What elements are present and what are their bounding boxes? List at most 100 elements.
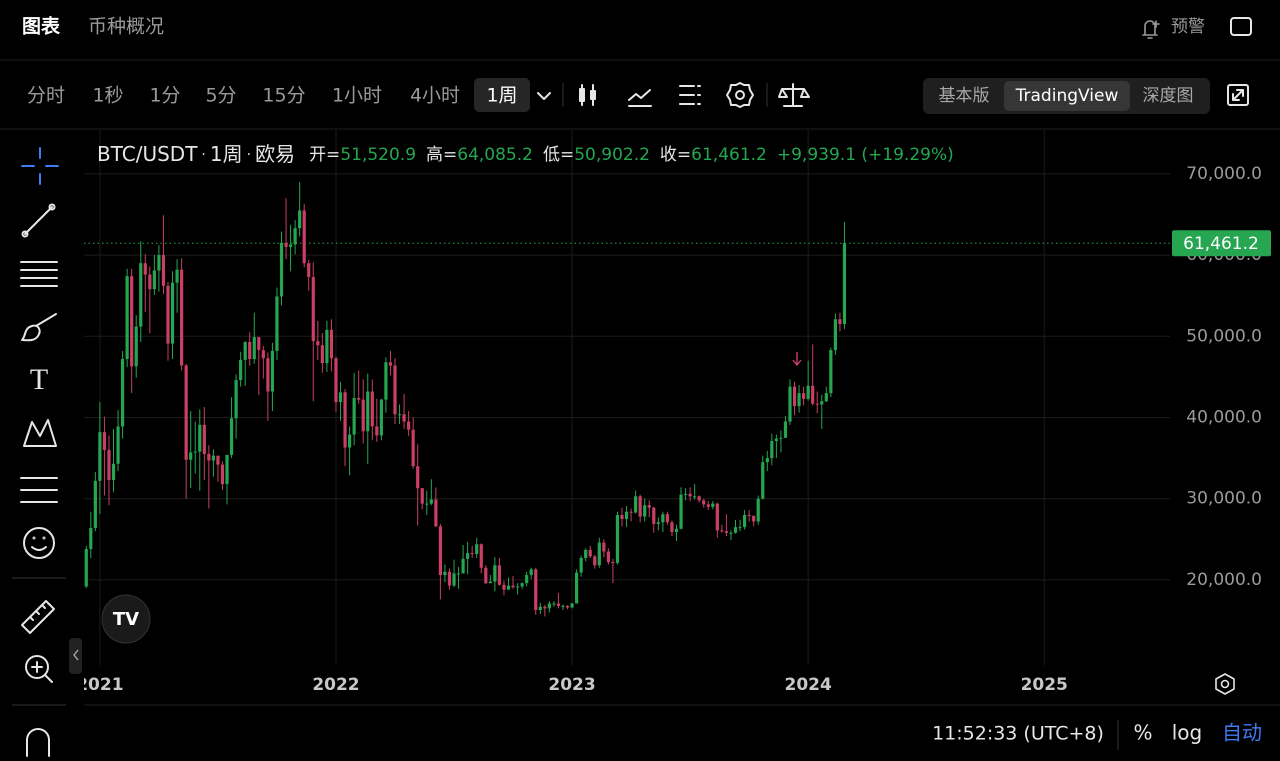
candle-body [466,553,470,559]
magnet-tool[interactable] [26,728,50,757]
chevron[interactable] [537,92,551,100]
candle-body [379,399,383,436]
candle-body [139,263,143,327]
candle-body [842,243,847,324]
timeframe-button[interactable]: 5分 [205,85,236,107]
legend-dot: · [247,147,251,163]
candle-body [715,503,719,531]
candle-body [634,496,638,513]
window-icon[interactable] [1230,17,1252,36]
view-button[interactable]: 深度图 [1143,86,1194,106]
candle-body [556,603,561,606]
tab[interactable]: 币种概况 [88,16,164,38]
legend-low-label: 低= [543,145,574,165]
candle-body [570,603,574,608]
indicator-icon[interactable] [628,89,652,107]
alert-button[interactable]: 预警 [1171,17,1205,37]
candle-body [161,255,166,286]
forecast-tool[interactable] [20,477,58,503]
timeframe-button[interactable]: 4小时 [410,85,460,107]
candle-body [107,449,111,481]
ruler-tool[interactable] [21,600,55,634]
timeframe-button[interactable]: 1周 [486,85,517,107]
candle-body [452,573,456,586]
timeframe-button[interactable]: 1小时 [332,85,382,107]
candle-body [311,276,315,342]
marker-arrow [792,352,802,367]
settings-icon[interactable] [726,82,754,108]
candle-body [638,496,642,517]
tv-logo-mark: TV [113,609,139,630]
candle-body [461,558,465,574]
candle-body [520,583,524,587]
candle-body [824,393,828,402]
candle-body [752,515,756,522]
text-tool[interactable]: T [30,363,48,396]
legend-high: 64,085.2 [457,145,533,165]
view-selected-bg [1004,81,1130,111]
fib-tool[interactable] [20,261,58,287]
view-button[interactable]: 基本版 [939,86,990,106]
candle-body [565,605,570,608]
candle-body [279,242,284,297]
candle-body [670,522,674,533]
candle-body [602,542,606,552]
line-tool[interactable] [21,203,56,238]
timeframe-button[interactable]: 分时 [27,85,65,107]
zoom-tool[interactable] [25,655,53,683]
bell-icon[interactable] [1142,20,1160,39]
timeframe-button[interactable]: 1秒 [92,85,123,107]
legend-open: 51,520.9 [340,145,416,165]
candle-body [584,549,588,559]
candle-body [361,399,365,432]
candle-body [770,441,774,459]
candle-body [438,526,443,576]
log-toggle[interactable]: log [1172,721,1203,745]
candle-body [98,432,102,481]
list-icon[interactable] [679,85,701,105]
view-button[interactable]: TradingView [1015,86,1119,106]
candle-body [261,350,265,359]
candle-body [688,493,692,497]
crosshair-tool[interactable] [21,147,59,185]
percent-toggle[interactable]: % [1133,721,1152,745]
candle-body [720,530,724,532]
legend: BTC/USDT · 1周 · 欧易 开=51,520.9 高=64,085.2 低=50,9… [97,142,954,166]
tab-active[interactable]: 图表 [22,15,61,38]
candle-body [284,242,288,247]
candle-body [275,296,279,351]
candle-body [302,210,306,264]
y-tick-label: 40,000.0 [1186,408,1262,428]
candle-body [189,452,193,460]
candle-body [320,345,324,364]
candle-body [475,544,479,554]
tv-logo[interactable] [101,594,151,644]
scale-icon[interactable] [778,83,810,107]
timeframe-button[interactable]: 15分 [262,85,305,107]
candle-body [248,341,252,360]
candle-body [307,263,311,277]
candle-body [761,462,765,499]
candle-body [661,514,665,523]
timeframe-button[interactable]: 1分 [149,85,180,107]
candle-body [552,603,556,605]
candle-body [393,365,397,415]
candle-body [792,386,797,407]
candle-body [375,426,379,436]
axis-settings[interactable] [1215,673,1235,695]
candle-icon[interactable] [579,84,596,106]
fullscreen-icon[interactable] [1227,84,1249,106]
candle-body [674,528,679,533]
candle-body [615,514,620,563]
candle-body [802,393,806,399]
brush-tool[interactable] [21,313,57,342]
y-tick-label: 20,000.0 [1186,570,1262,590]
candle-body [338,392,343,403]
candle-body [252,337,256,360]
pattern-tool[interactable] [23,419,57,447]
auto-toggle[interactable]: 自动 [1222,721,1262,745]
candle-body [683,493,688,495]
emoji-tool[interactable] [23,527,55,559]
candle-body [84,549,88,587]
